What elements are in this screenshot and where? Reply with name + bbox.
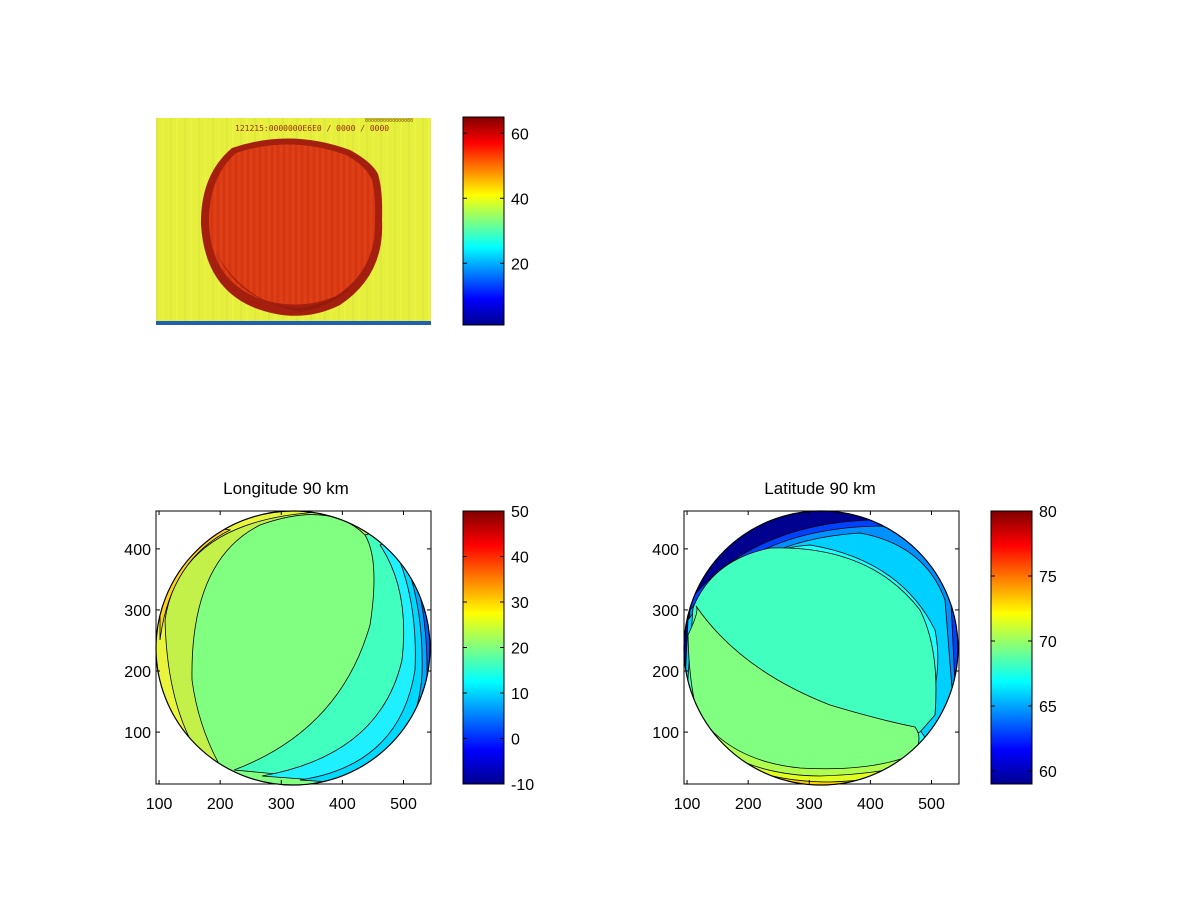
colorbar-tick-label: 30 xyxy=(511,595,529,612)
x-tick-label: 300 xyxy=(268,796,295,813)
image-bottom-strip xyxy=(156,321,431,325)
y-tick-label: 200 xyxy=(652,664,679,681)
y-tick-label: 200 xyxy=(124,664,151,681)
colorbar-latitude-ticks: 60 65 70 75 80 xyxy=(991,504,1057,781)
latitude-panel: Latitude 90 km 100 200 300 400 500 100 200 300 4… xyxy=(652,479,1057,813)
colorbar-tick-label: 60 xyxy=(511,126,529,143)
colorbar-tick-label: 80 xyxy=(1039,504,1057,521)
colorbar-tick-label: 20 xyxy=(511,256,529,273)
colorbar-longitude-ticks: -10 0 10 20 30 40 50 xyxy=(463,504,534,794)
x-tick-label: 500 xyxy=(390,796,417,813)
latitude-disc-outline xyxy=(683,510,959,786)
x-tick-label: 300 xyxy=(796,796,823,813)
longitude-axis-ticks: 100 200 300 400 500 100 200 300 400 xyxy=(124,511,431,813)
image-disc-texture xyxy=(208,144,376,305)
colorbar-tick-label: 40 xyxy=(511,550,529,567)
x-tick-label: 100 xyxy=(146,796,173,813)
colorbar-tick-label: 40 xyxy=(511,191,529,208)
y-tick-label: 300 xyxy=(124,603,151,620)
x-tick-label: 500 xyxy=(918,796,945,813)
colorbar-tick-label: 20 xyxy=(511,641,529,658)
colorbar-latitude xyxy=(990,510,1033,785)
colorbar-tick-label: 70 xyxy=(1039,634,1057,651)
colorbar-tick-label: -10 xyxy=(511,777,534,794)
colorbar-tick-label: 65 xyxy=(1039,699,1057,716)
x-tick-label: 100 xyxy=(674,796,701,813)
y-tick-label: 300 xyxy=(652,603,679,620)
colorbar-tick-label: 0 xyxy=(511,732,520,749)
y-tick-label: 400 xyxy=(124,542,151,559)
colorbar-tick-label: 50 xyxy=(511,504,529,521)
longitude-disc-outline xyxy=(155,510,431,786)
latitude-title: Latitude 90 km xyxy=(764,479,876,498)
y-tick-label: 100 xyxy=(124,725,151,742)
colorbar-tick-label: 60 xyxy=(1039,764,1057,781)
colorbar-longitude xyxy=(462,510,505,785)
latitude-contours xyxy=(684,511,958,785)
colorbar-image xyxy=(462,116,505,326)
colorbar-image-ticks: 20 40 60 xyxy=(463,126,529,273)
colorbar-tick-label: 75 xyxy=(1039,569,1057,586)
raw-image: 121215:0000000E6E0 / 0000 / 0000 0000000… xyxy=(156,118,431,325)
y-tick-label: 100 xyxy=(652,725,679,742)
image-panel: 121215:0000000E6E0 / 0000 / 0000 0000000… xyxy=(156,116,529,326)
x-tick-label: 400 xyxy=(857,796,884,813)
image-corner-text: 0000000000000000 xyxy=(365,118,413,124)
latitude-axis-ticks: 100 200 300 400 500 100 200 300 400 xyxy=(652,511,959,813)
y-tick-label: 400 xyxy=(652,542,679,559)
colorbar-tick-label: 10 xyxy=(511,686,529,703)
x-tick-label: 200 xyxy=(207,796,234,813)
x-tick-label: 200 xyxy=(735,796,762,813)
longitude-panel: Longitude 90 km 100 200 300 400 500100200300… xyxy=(124,479,534,813)
longitude-title: Longitude 90 km xyxy=(223,479,349,498)
x-tick-label: 400 xyxy=(329,796,356,813)
image-stamp-text: 121215:0000000E6E0 / 0000 / 0000 xyxy=(235,124,389,133)
